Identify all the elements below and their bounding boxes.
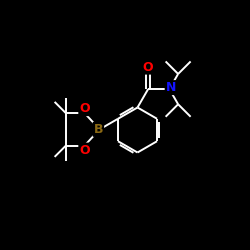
- Text: N: N: [166, 81, 176, 94]
- Text: B: B: [94, 123, 103, 136]
- Text: O: O: [143, 60, 154, 74]
- Text: O: O: [79, 144, 90, 156]
- Text: O: O: [79, 102, 90, 115]
